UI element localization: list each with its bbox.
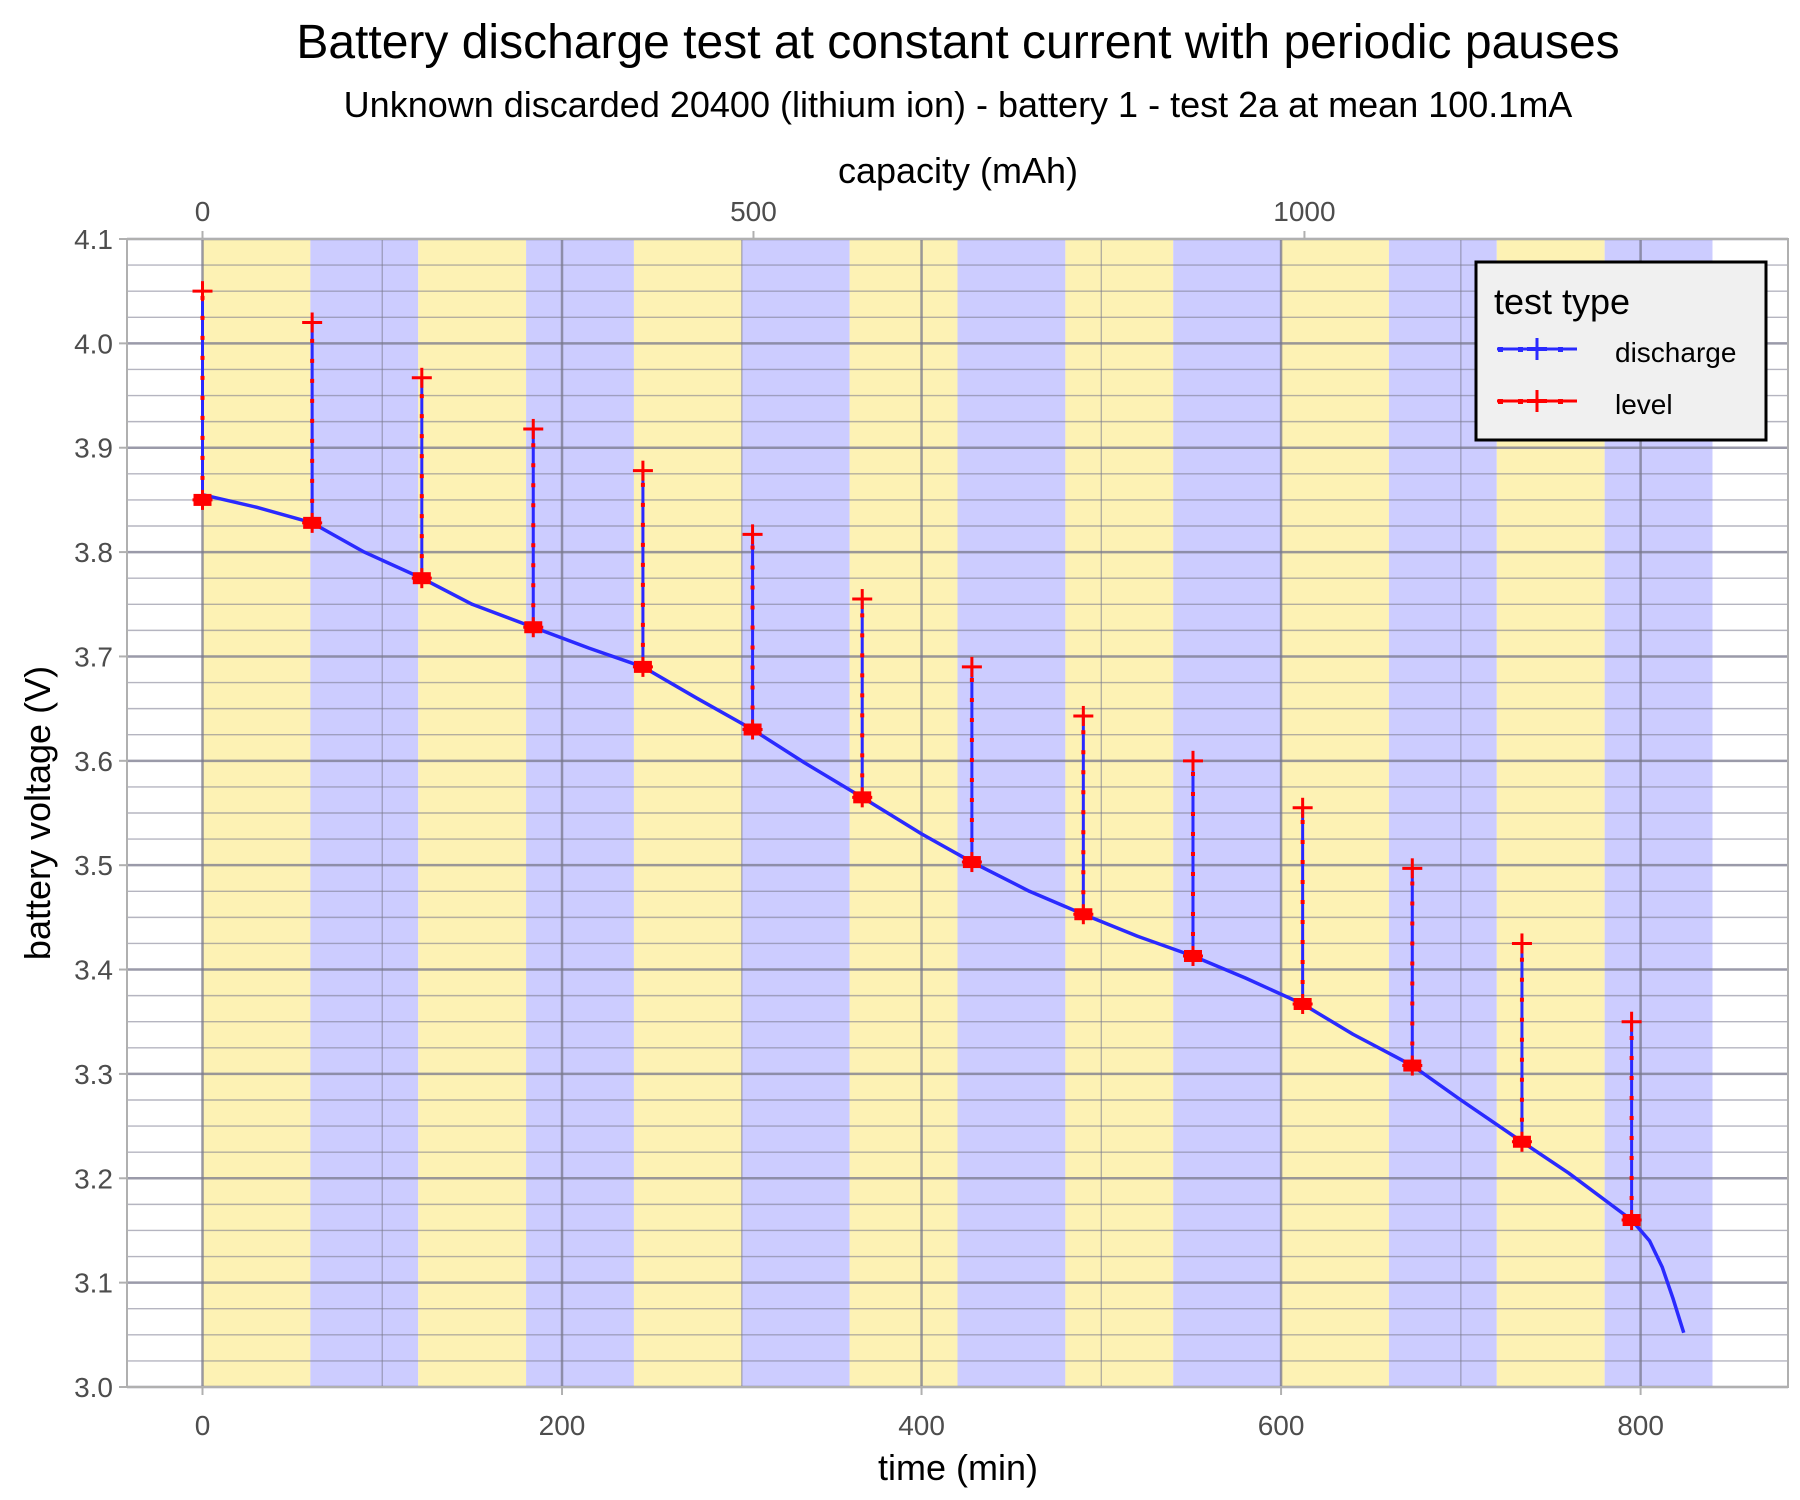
plot-panel-border <box>126 238 1789 1388</box>
level-end-marker <box>1073 705 1094 726</box>
level-end-marker <box>852 589 873 610</box>
level-end-marker <box>1292 797 1313 818</box>
y-tick-label: 3.2 <box>74 1163 113 1194</box>
legend-key-level <box>1497 390 1577 412</box>
level-cluster-marker <box>1512 1135 1531 1148</box>
legend-key-dot <box>1498 399 1503 404</box>
legend-label-level: level <box>1615 389 1673 420</box>
y-tick-label: 4.0 <box>74 328 113 359</box>
y-tick-label: 3.1 <box>74 1268 113 1299</box>
legend: test type discharge level <box>1474 260 1768 442</box>
level-end-marker <box>1511 933 1532 954</box>
x-axis: 0 200 400 600 800 <box>195 1387 1664 1441</box>
y-tick-label: 3.7 <box>74 641 113 672</box>
y-axis-label: battery voltage (V) <box>17 666 58 960</box>
legend-key-discharge <box>1497 338 1577 360</box>
level-end-marker <box>1182 750 1203 771</box>
level-cluster-marker <box>1403 1059 1422 1072</box>
top-axis-label: capacity (mAh) <box>838 150 1078 191</box>
y-tick-label: 3.0 <box>74 1372 113 1403</box>
level-cluster-marker <box>303 516 322 529</box>
top-tick-label: 500 <box>730 196 777 227</box>
legend-box <box>1474 260 1768 442</box>
y-tick-label: 4.1 <box>74 224 113 255</box>
y-tick-label: 3.8 <box>74 537 113 568</box>
top-tick-label: 1000 <box>1273 196 1335 227</box>
y-tick-label: 3.3 <box>74 1059 113 1090</box>
level-end-marker <box>961 656 982 677</box>
level-cluster-marker <box>524 621 543 634</box>
level-cluster-marker <box>1074 908 1093 921</box>
legend-key-dot <box>1498 347 1503 352</box>
level-end-marker <box>523 418 544 439</box>
level-cluster-marker <box>633 660 652 673</box>
y-tick-label: 3.4 <box>74 955 113 986</box>
x-tick-label: 600 <box>1258 1410 1305 1441</box>
legend-label-discharge: discharge <box>1615 337 1736 368</box>
level-end-marker <box>1402 858 1423 879</box>
legend-keys <box>1497 338 1577 412</box>
y-axis: 3.0 3.1 3.2 3.3 3.4 3.5 3.6 3.7 3.8 3.9 4.0 4.1 <box>74 224 127 1403</box>
level-cluster-marker <box>412 572 431 585</box>
gridlines <box>127 237 1788 1389</box>
top-axis: 0 500 1000 <box>195 196 1336 239</box>
y-tick-label: 3.6 <box>74 746 113 777</box>
x-tick-label: 400 <box>898 1410 945 1441</box>
level-cluster-marker <box>962 856 981 869</box>
legend-title: test type <box>1494 281 1630 322</box>
x-axis-label: time (min) <box>878 1447 1038 1488</box>
level-cluster-marker <box>1622 1214 1641 1227</box>
level-end-marker <box>192 281 213 302</box>
y-tick-label: 3.5 <box>74 850 113 881</box>
chart-subtitle: Unknown discarded 20400 (lithium ion) - … <box>344 84 1573 125</box>
level-cluster-marker <box>1293 997 1312 1010</box>
level-cluster-marker <box>1183 949 1202 962</box>
legend-key-dot <box>1558 399 1563 404</box>
level-cluster-marker <box>743 723 762 736</box>
y-tick-label: 3.9 <box>74 433 113 464</box>
level-end-marker <box>742 524 763 545</box>
x-tick-label: 0 <box>195 1410 211 1441</box>
level-end-marker <box>302 312 323 333</box>
x-tick-label: 800 <box>1617 1410 1664 1441</box>
legend-key-dot <box>1518 347 1523 352</box>
top-tick-label: 0 <box>195 196 211 227</box>
level-end-marker <box>411 367 432 388</box>
legend-key-dot <box>1558 347 1563 352</box>
level-cluster-marker <box>193 493 212 506</box>
level-cluster-marker <box>853 791 872 804</box>
series-layer <box>192 281 1686 1334</box>
level-end-marker <box>1621 1011 1642 1032</box>
legend-key-dot <box>1518 399 1523 404</box>
x-tick-label: 200 <box>539 1410 586 1441</box>
level-end-marker <box>632 460 653 481</box>
chart-title: Battery discharge test at constant curre… <box>296 16 1619 69</box>
